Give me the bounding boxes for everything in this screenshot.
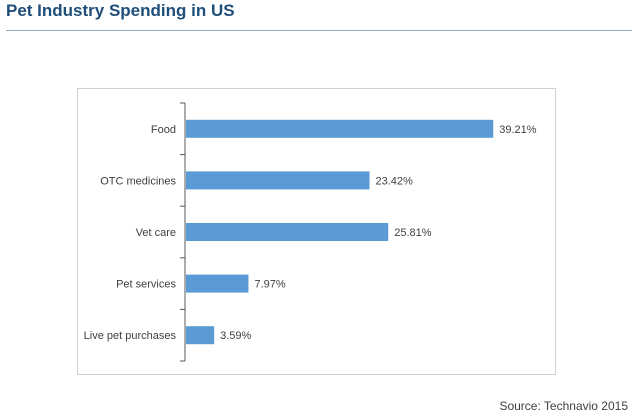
bar-vet-care: [186, 223, 389, 241]
data-label: 3.59%: [220, 330, 251, 342]
data-label: 25.81%: [394, 227, 432, 239]
bar-otc-medicines: [186, 171, 370, 190]
data-label: 39.21%: [499, 124, 537, 136]
data-label: 23.42%: [376, 175, 414, 187]
bar-pet-services: [186, 274, 249, 293]
category-label: Food: [151, 124, 176, 136]
category-label: Live pet purchases: [84, 330, 177, 342]
source-note: Source: Technavio 2015: [499, 399, 628, 413]
data-label: 7.97%: [254, 279, 285, 291]
bar-food: [186, 119, 494, 138]
bar-live-pet-purchases: [186, 326, 215, 345]
title-divider: [6, 30, 632, 31]
category-label: Vet care: [136, 227, 176, 239]
page-title: Pet Industry Spending in US: [6, 1, 235, 20]
category-label: Pet services: [116, 279, 176, 291]
category-label: OTC medicines: [100, 175, 176, 187]
